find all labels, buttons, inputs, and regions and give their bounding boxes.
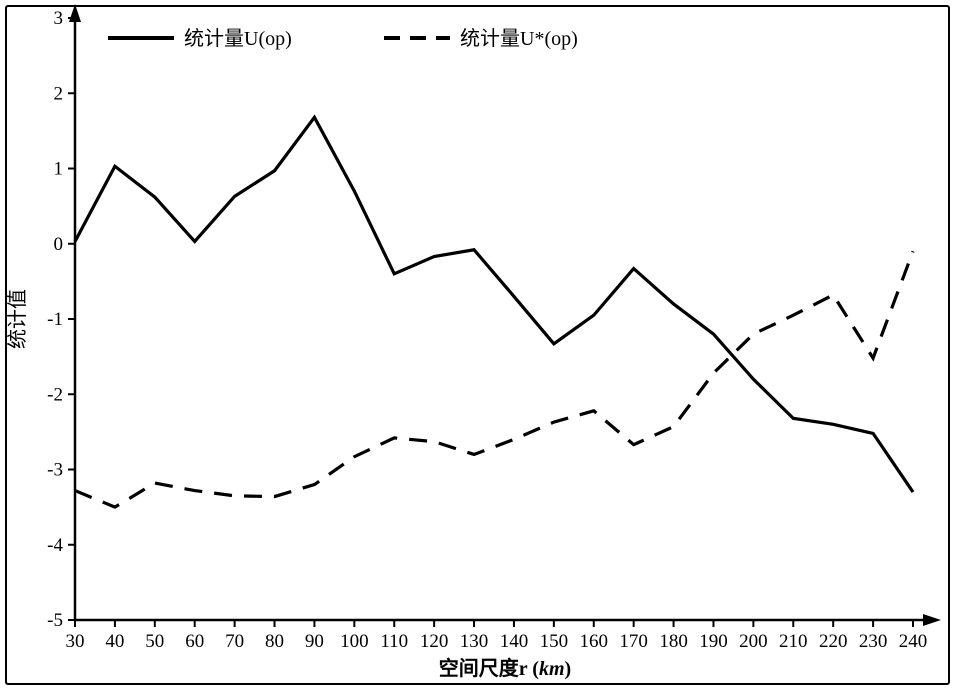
x-tick-label: 110 bbox=[380, 631, 408, 652]
legend-label: 统计量U(op) bbox=[184, 27, 292, 50]
x-axis-title: 空间尺度r (km) bbox=[439, 656, 571, 680]
x-tick-label: 50 bbox=[145, 631, 164, 652]
legend-label: 统计量U*(op) bbox=[460, 27, 578, 50]
x-tick-label: 120 bbox=[420, 631, 449, 652]
x-tick-label: 90 bbox=[305, 631, 324, 652]
x-tick-label: 160 bbox=[580, 631, 609, 652]
x-tick-label: 140 bbox=[500, 631, 529, 652]
x-tick-label: 80 bbox=[265, 631, 284, 652]
x-tick-label: 180 bbox=[659, 631, 688, 652]
y-tick-label: -3 bbox=[47, 460, 63, 481]
y-tick-label: -2 bbox=[47, 384, 63, 405]
x-tick-label: 40 bbox=[105, 631, 124, 652]
x-tick-label: 190 bbox=[699, 631, 728, 652]
x-tick-label: 230 bbox=[859, 631, 888, 652]
x-tick-label: 210 bbox=[779, 631, 808, 652]
x-tick-label: 100 bbox=[340, 631, 369, 652]
chart-container: 3040506070809010011012013014015016017018… bbox=[0, 0, 955, 690]
y-tick-label: 2 bbox=[54, 83, 64, 104]
x-tick-label: 60 bbox=[185, 631, 204, 652]
y-axis-title: 统计值 bbox=[6, 289, 29, 349]
y-tick-label: -5 bbox=[47, 610, 63, 631]
x-tick-label: 220 bbox=[819, 631, 848, 652]
x-tick-label: 150 bbox=[540, 631, 569, 652]
x-tick-label: 30 bbox=[66, 631, 85, 652]
series-0 bbox=[75, 117, 913, 492]
x-tick-label: 240 bbox=[899, 631, 928, 652]
y-tick-label: -1 bbox=[47, 309, 63, 330]
y-tick-label: 1 bbox=[54, 159, 64, 180]
x-tick-label: 70 bbox=[225, 631, 244, 652]
series-1 bbox=[75, 251, 913, 507]
x-tick-label: 130 bbox=[460, 631, 489, 652]
outer-border bbox=[6, 6, 949, 684]
line-chart: 3040506070809010011012013014015016017018… bbox=[0, 0, 955, 690]
y-tick-label: -4 bbox=[47, 535, 63, 556]
y-tick-label: 0 bbox=[54, 234, 64, 255]
y-tick-label: 3 bbox=[54, 8, 64, 29]
x-tick-label: 170 bbox=[619, 631, 648, 652]
x-tick-label: 200 bbox=[739, 631, 768, 652]
x-axis-arrow bbox=[923, 614, 941, 626]
